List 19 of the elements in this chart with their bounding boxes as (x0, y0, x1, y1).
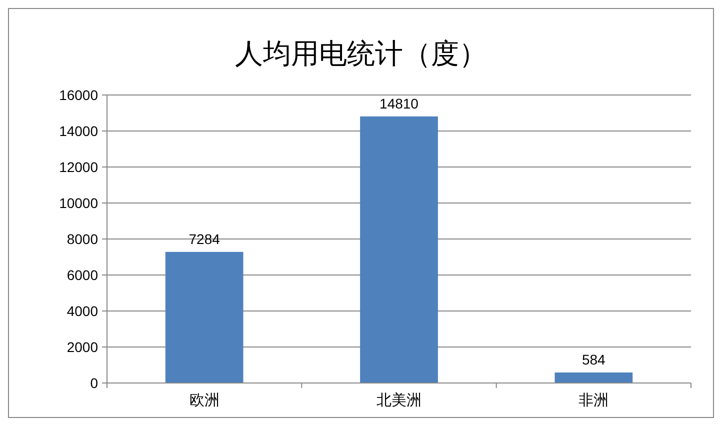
y-tick-label: 12000 (59, 158, 98, 175)
y-tick-label: 2000 (66, 338, 98, 355)
y-tick-label: 16000 (59, 86, 98, 103)
x-tick-label: 非洲 (578, 391, 609, 409)
x-tick-label: 北美洲 (376, 391, 422, 409)
y-tick-label: 6000 (66, 266, 98, 283)
y-tick-label: 4000 (66, 302, 98, 319)
data-label: 584 (582, 351, 606, 368)
y-tick-label: 10000 (59, 194, 98, 211)
data-label: 14810 (380, 95, 419, 112)
y-tick-label: 8000 (66, 230, 98, 247)
y-tick-label: 0 (90, 374, 98, 391)
bar (360, 116, 438, 383)
data-label: 7284 (188, 230, 220, 247)
bar (165, 252, 244, 383)
x-tick-label: 欧洲 (189, 391, 220, 409)
y-tick-label: 14000 (59, 122, 98, 139)
chart-title: 人均用电统计（度） (235, 37, 487, 70)
bar (554, 372, 633, 383)
